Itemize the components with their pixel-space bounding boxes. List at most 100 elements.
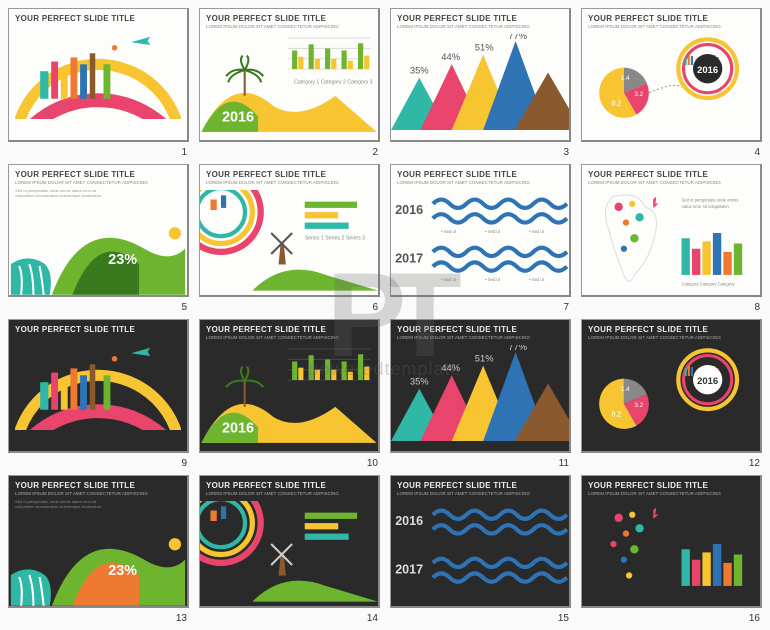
slide-subtitle: LOREM IPSUM DOLOR SIT AMET CONSECTETUR A… [397, 180, 563, 185]
slide-title: YOUR PERFECT SLIDE TITLE [206, 14, 372, 23]
svg-text:Category 1 Category 2 Catego: Category 1 Category 2 Category 3 [294, 80, 372, 86]
slide-subtitle: LOREM IPSUM DOLOR SIT AMET CONSECTETUR A… [206, 335, 372, 340]
slide-number: 6 [372, 302, 378, 313]
slide-10[interactable]: YOUR PERFECT SLIDE TITLE LOREM IPSUM DOL… [199, 319, 380, 453]
cell-9: YOUR PERFECT SLIDE TITLE 9 [8, 319, 189, 467]
slide-subtitle: LOREM IPSUM DOLOR SIT AMET CONSECTETUR A… [206, 24, 372, 29]
svg-text:8.2: 8.2 [611, 410, 621, 419]
svg-text:2016: 2016 [697, 64, 718, 75]
slide-2[interactable]: YOUR PERFECT SLIDE TITLE LOREM IPSUM DOL… [199, 8, 380, 142]
svg-text:51%: 51% [475, 353, 494, 364]
waves-years: 2016 2017 • Sed ut• Sed ut• Sed ut • Sed… [391, 190, 569, 292]
waterfall-hills: 23% [9, 223, 187, 295]
slide-13[interactable]: YOUR PERFECT SLIDE TITLE LOREM IPSUM DOL… [8, 475, 189, 609]
slide-number: 5 [181, 302, 187, 313]
south-america: Category Category Category Sed ut perspi… [582, 190, 760, 292]
slide2-graphic: 2016 Category 1 Category 2 Category 3 [200, 34, 378, 132]
slide-subtitle: LOREM IPSUM DOLOR SIT AMET CONSECTETUR A… [206, 491, 372, 496]
slide-8[interactable]: YOUR PERFECT SLIDE TITLE LOREM IPSUM DOL… [581, 164, 762, 298]
slide-number: 14 [367, 613, 378, 624]
slide-14[interactable]: YOUR PERFECT SLIDE TITLE LOREM IPSUM DOL… [199, 475, 380, 609]
windmill-dark [200, 501, 378, 603]
svg-text:• Sed ut: • Sed ut [441, 277, 457, 282]
svg-text:• Sed ut: • Sed ut [485, 277, 501, 282]
slide10-graphic: 2016 [200, 345, 378, 443]
svg-text:23%: 23% [108, 252, 137, 268]
svg-text:2016: 2016 [222, 421, 254, 437]
cell-8: YOUR PERFECT SLIDE TITLE LOREM IPSUM DOL… [581, 164, 762, 312]
south-america-dark [582, 501, 760, 603]
cell-2: YOUR PERFECT SLIDE TITLE LOREM IPSUM DOL… [199, 8, 380, 156]
slide-subtitle: LOREM IPSUM DOLOR SIT AMET CONSECTETUR A… [588, 335, 754, 340]
waves-dark: 2016 2017 [391, 501, 569, 603]
slide-subtitle: LOREM IPSUM DOLOR SIT AMET CONSECTETUR A… [588, 180, 754, 185]
cell-4: YOUR PERFECT SLIDE TITLE LOREM IPSUM DOL… [581, 8, 762, 156]
slide-number: 8 [754, 302, 760, 313]
slide-subtitle: LOREM IPSUM DOLOR SIT AMET CONSECTETUR A… [206, 180, 372, 185]
slide-number: 13 [176, 613, 187, 624]
cityscape-arc [15, 23, 181, 119]
slide-title: YOUR PERFECT SLIDE TITLE [397, 481, 563, 490]
slide-9[interactable]: YOUR PERFECT SLIDE TITLE [8, 319, 189, 453]
slide-number: 1 [181, 147, 187, 158]
slide-number: 16 [749, 613, 760, 624]
svg-text:51%: 51% [475, 42, 494, 53]
svg-text:2017: 2017 [395, 562, 423, 576]
slide-title: YOUR PERFECT SLIDE TITLE [15, 170, 181, 179]
cell-5: YOUR PERFECT SLIDE TITLE LOREM IPSUM DOL… [8, 164, 189, 312]
svg-text:44%: 44% [441, 51, 460, 62]
svg-text:44%: 44% [441, 362, 460, 373]
slide-11[interactable]: YOUR PERFECT SLIDE TITLE LOREM IPSUM DOL… [390, 319, 571, 453]
svg-text:2017: 2017 [395, 251, 423, 265]
windmill-ring: Series 1 Series 2 Series 3 [200, 190, 378, 292]
slide-subtitle: LOREM IPSUM DOLOR SIT AMET CONSECTETUR A… [397, 491, 563, 496]
slide-title: YOUR PERFECT SLIDE TITLE [15, 325, 181, 334]
svg-text:2016: 2016 [222, 110, 254, 126]
cell-6: YOUR PERFECT SLIDE TITLE LOREM IPSUM DOL… [199, 164, 380, 312]
svg-text:8.2: 8.2 [611, 99, 621, 108]
slide-title: YOUR PERFECT SLIDE TITLE [397, 14, 563, 23]
slide-grid: YOUR PERFECT SLIDE TITLE 1 YOUR PERFECT … [0, 0, 770, 630]
slide-6[interactable]: YOUR PERFECT SLIDE TITLE LOREM IPSUM DOL… [199, 164, 380, 298]
svg-text:3.2: 3.2 [634, 91, 643, 98]
slide-subtitle: LOREM IPSUM DOLOR SIT AMET CONSECTETUR A… [588, 491, 754, 496]
svg-text:• Sed ut: • Sed ut [529, 277, 545, 282]
slide-12[interactable]: YOUR PERFECT SLIDE TITLE LOREM IPSUM DOL… [581, 319, 762, 453]
cell-3: YOUR PERFECT SLIDE TITLE LOREM IPSUM DOL… [390, 8, 571, 156]
slide-1[interactable]: YOUR PERFECT SLIDE TITLE [8, 8, 189, 142]
cell-1: YOUR PERFECT SLIDE TITLE 1 [8, 8, 189, 156]
slide-number: 7 [563, 302, 569, 313]
slide-title: YOUR PERFECT SLIDE TITLE [15, 14, 181, 23]
body-text: Sed ut perspiciatis, unde omnis natus er… [15, 188, 106, 198]
cityscape-arc-dark [15, 334, 181, 430]
cell-15: YOUR PERFECT SLIDE TITLE LOREM IPSUM DOL… [390, 475, 571, 623]
slide-title: YOUR PERFECT SLIDE TITLE [206, 481, 372, 490]
slide-title: YOUR PERFECT SLIDE TITLE [588, 481, 754, 490]
slide-subtitle: LOREM IPSUM DOLOR SIT AMET CONSECTETUR A… [397, 24, 563, 29]
svg-text:• Sed ut: • Sed ut [529, 229, 545, 234]
slide-5[interactable]: YOUR PERFECT SLIDE TITLE LOREM IPSUM DOL… [8, 164, 189, 298]
slide-number: 2 [372, 147, 378, 158]
slide-7[interactable]: YOUR PERFECT SLIDE TITLE LOREM IPSUM DOL… [390, 164, 571, 298]
cell-14: YOUR PERFECT SLIDE TITLE LOREM IPSUM DOL… [199, 475, 380, 623]
slide-16[interactable]: YOUR PERFECT SLIDE TITLE LOREM IPSUM DOL… [581, 475, 762, 609]
cell-10: YOUR PERFECT SLIDE TITLE LOREM IPSUM DOL… [199, 319, 380, 467]
slide-15[interactable]: YOUR PERFECT SLIDE TITLE LOREM IPSUM DOL… [390, 475, 571, 609]
slide-number: 10 [367, 458, 378, 469]
mountains-dark: 35% 44% 51% 77% [391, 345, 569, 443]
slide-title: YOUR PERFECT SLIDE TITLE [206, 325, 372, 334]
cell-13: YOUR PERFECT SLIDE TITLE LOREM IPSUM DOL… [8, 475, 189, 623]
slide-4[interactable]: YOUR PERFECT SLIDE TITLE LOREM IPSUM DOL… [581, 8, 762, 142]
slide-title: YOUR PERFECT SLIDE TITLE [397, 170, 563, 179]
slide-title: YOUR PERFECT SLIDE TITLE [588, 14, 754, 23]
svg-text:35%: 35% [410, 376, 429, 387]
svg-text:35%: 35% [410, 65, 429, 76]
slide-subtitle: LOREM IPSUM DOLOR SIT AMET CONSECTETUR A… [588, 24, 754, 29]
svg-text:Category Category Category: Category Category Category [681, 281, 735, 286]
slide-title: YOUR PERFECT SLIDE TITLE [206, 170, 372, 179]
slide-title: YOUR PERFECT SLIDE TITLE [397, 325, 563, 334]
svg-text:• Sed ut: • Sed ut [485, 229, 501, 234]
slide-3[interactable]: YOUR PERFECT SLIDE TITLE LOREM IPSUM DOL… [390, 8, 571, 142]
slide-title: YOUR PERFECT SLIDE TITLE [15, 481, 181, 490]
svg-text:Sed ut perspiciatis unde omnis: Sed ut perspiciatis unde omnis [681, 198, 738, 203]
